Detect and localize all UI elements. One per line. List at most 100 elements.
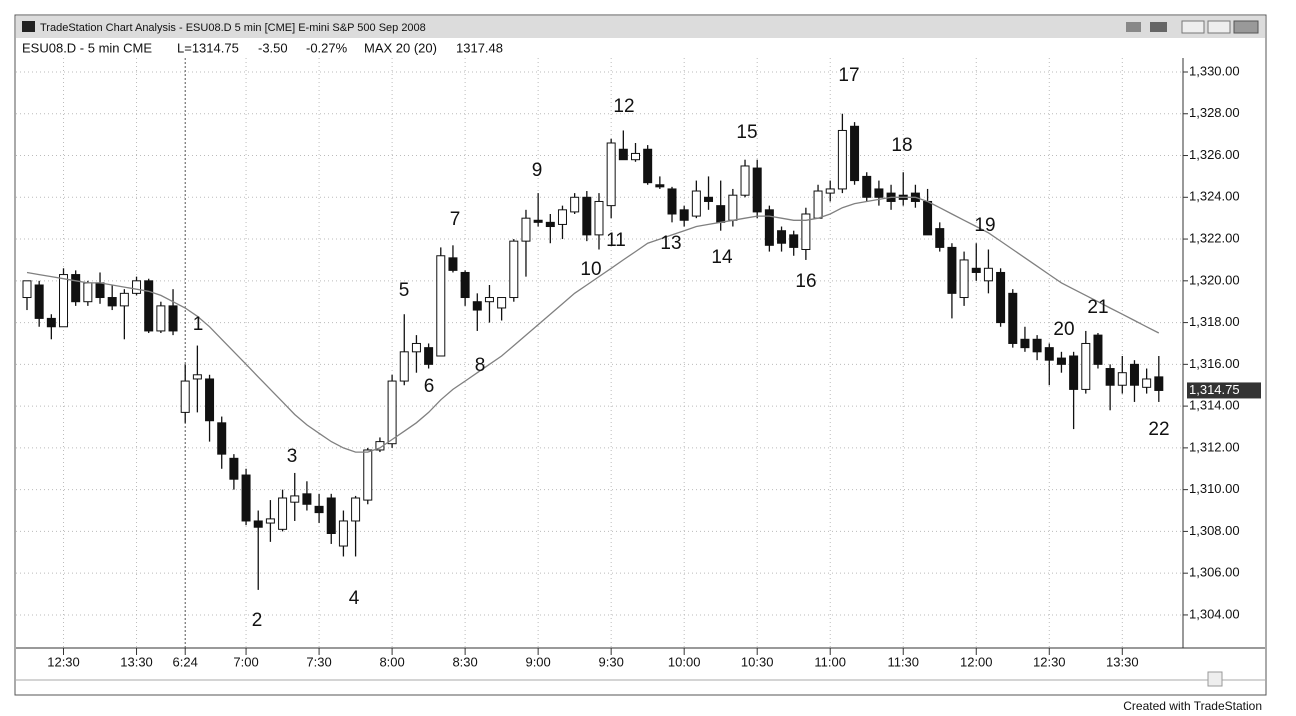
y-tick-label: 1,320.00	[1189, 272, 1240, 287]
candle-body	[156, 305, 166, 332]
candle-body	[545, 221, 555, 228]
bar-annotation: 2	[252, 610, 263, 631]
candle-body	[314, 505, 324, 514]
candle-body	[424, 347, 434, 365]
candle-body	[655, 184, 665, 188]
candle-body	[752, 167, 762, 213]
candle-body	[996, 271, 1006, 324]
y-tick-label: 1,314.00	[1189, 398, 1240, 413]
bar-annotation: 13	[660, 233, 681, 254]
minimize-button[interactable]	[1181, 20, 1205, 34]
x-tick-label: 7:00	[233, 654, 258, 669]
y-tick-label: 1,318.00	[1189, 314, 1240, 329]
bar-annotation: 19	[974, 215, 995, 236]
candle-body	[947, 246, 957, 294]
status-line: ESU08.D - 5 min CME L=1314.75 -3.50 -0.2…	[22, 40, 503, 55]
candle-body	[472, 301, 482, 311]
candle-body	[509, 240, 519, 299]
candle-body	[1093, 334, 1103, 365]
candle-body	[484, 297, 494, 303]
bar-annotation: 18	[891, 135, 912, 156]
candle-body	[22, 280, 32, 299]
x-tick-label: 9:00	[525, 654, 550, 669]
candle-body	[764, 209, 774, 246]
candle-body	[813, 190, 823, 219]
candle-body	[582, 196, 592, 236]
candle-body	[1117, 372, 1127, 386]
y-tick-label: 1,326.00	[1189, 147, 1240, 162]
candle-body	[387, 380, 397, 445]
net-change: -3.50	[258, 40, 288, 55]
percent-change: -0.27%	[306, 40, 348, 55]
candle-body	[874, 188, 884, 198]
x-tick-label: 13:30	[120, 654, 153, 669]
candle-body	[497, 297, 507, 309]
candle-body	[338, 520, 348, 547]
candle-body	[59, 274, 69, 328]
candle-body	[618, 148, 628, 161]
candle-body	[777, 230, 787, 244]
y-tick-label: 1,304.00	[1189, 606, 1240, 621]
candle-body	[229, 457, 239, 480]
candle-body	[1081, 342, 1091, 390]
maximize-button[interactable]	[1207, 20, 1231, 34]
last-price-badge	[1187, 382, 1261, 399]
x-tick-label: 8:30	[452, 654, 477, 669]
candle-body	[411, 342, 421, 353]
bar-annotation: 8	[475, 355, 486, 376]
plot-area: 1,304.00 1,306.00 1,308.00 1,310.00 1,312.00…	[16, 58, 1261, 669]
scroll-thumb[interactable]	[1207, 671, 1223, 687]
y-tick-label: 1,316.00	[1189, 356, 1240, 371]
toolbar-button[interactable]	[1126, 22, 1141, 32]
candle-body	[144, 280, 154, 332]
candle-body	[448, 257, 458, 271]
candle-body	[1154, 376, 1164, 391]
candle-body	[302, 493, 312, 505]
candle-body	[278, 497, 288, 530]
x-tick-label: 10:00	[668, 654, 701, 669]
bar-annotation: 4	[349, 588, 360, 609]
candle-body	[643, 148, 653, 184]
candle-body	[740, 165, 750, 196]
bar-annotation: 7	[450, 209, 461, 230]
candle-body	[180, 380, 190, 413]
x-tick-label: 11:30	[887, 654, 919, 669]
candle-body	[351, 497, 361, 522]
candle-body	[789, 234, 799, 248]
x-tick-label: 8:00	[379, 654, 404, 669]
bar-annotation: 15	[736, 122, 757, 143]
bar-annotation: 12	[613, 96, 634, 117]
candle-body	[667, 188, 677, 215]
bar-annotation: 5	[399, 280, 410, 301]
x-tick-label: 12:30	[1033, 654, 1066, 669]
y-tick-label: 1,324.00	[1189, 189, 1240, 204]
y-tick-label: 1,306.00	[1189, 565, 1240, 580]
bar-annotation: 22	[1148, 419, 1169, 440]
x-tick-label: 7:30	[306, 654, 331, 669]
bar-annotation: 21	[1087, 297, 1108, 318]
window-frame	[14, 14, 1267, 696]
candle-body	[533, 219, 543, 223]
candle-body	[1020, 338, 1030, 349]
app-icon	[22, 21, 35, 32]
window-title: TradeStation Chart Analysis - ESU08.D 5 …	[40, 22, 426, 34]
close-button[interactable]	[1233, 20, 1259, 34]
x-tick-label: 10:30	[741, 654, 774, 669]
y-tick-label: 1,310.00	[1189, 481, 1240, 496]
candle-body	[46, 317, 56, 328]
title-bar	[16, 16, 1265, 38]
candle-body	[704, 196, 714, 202]
candle-body	[521, 217, 531, 242]
candle-body	[95, 282, 105, 299]
x-tick-label: 9:30	[599, 654, 624, 669]
y-tick-label: 1,312.00	[1189, 439, 1240, 454]
candle-body	[71, 274, 81, 303]
candle-body	[132, 280, 142, 294]
toolbar-button[interactable]	[1150, 22, 1167, 32]
candle-body	[217, 422, 227, 455]
symbol: ESU08.D - 5 min CME	[22, 40, 152, 55]
candle-body	[971, 267, 981, 273]
bar-annotation: 17	[838, 65, 859, 86]
candle-body	[119, 292, 129, 307]
